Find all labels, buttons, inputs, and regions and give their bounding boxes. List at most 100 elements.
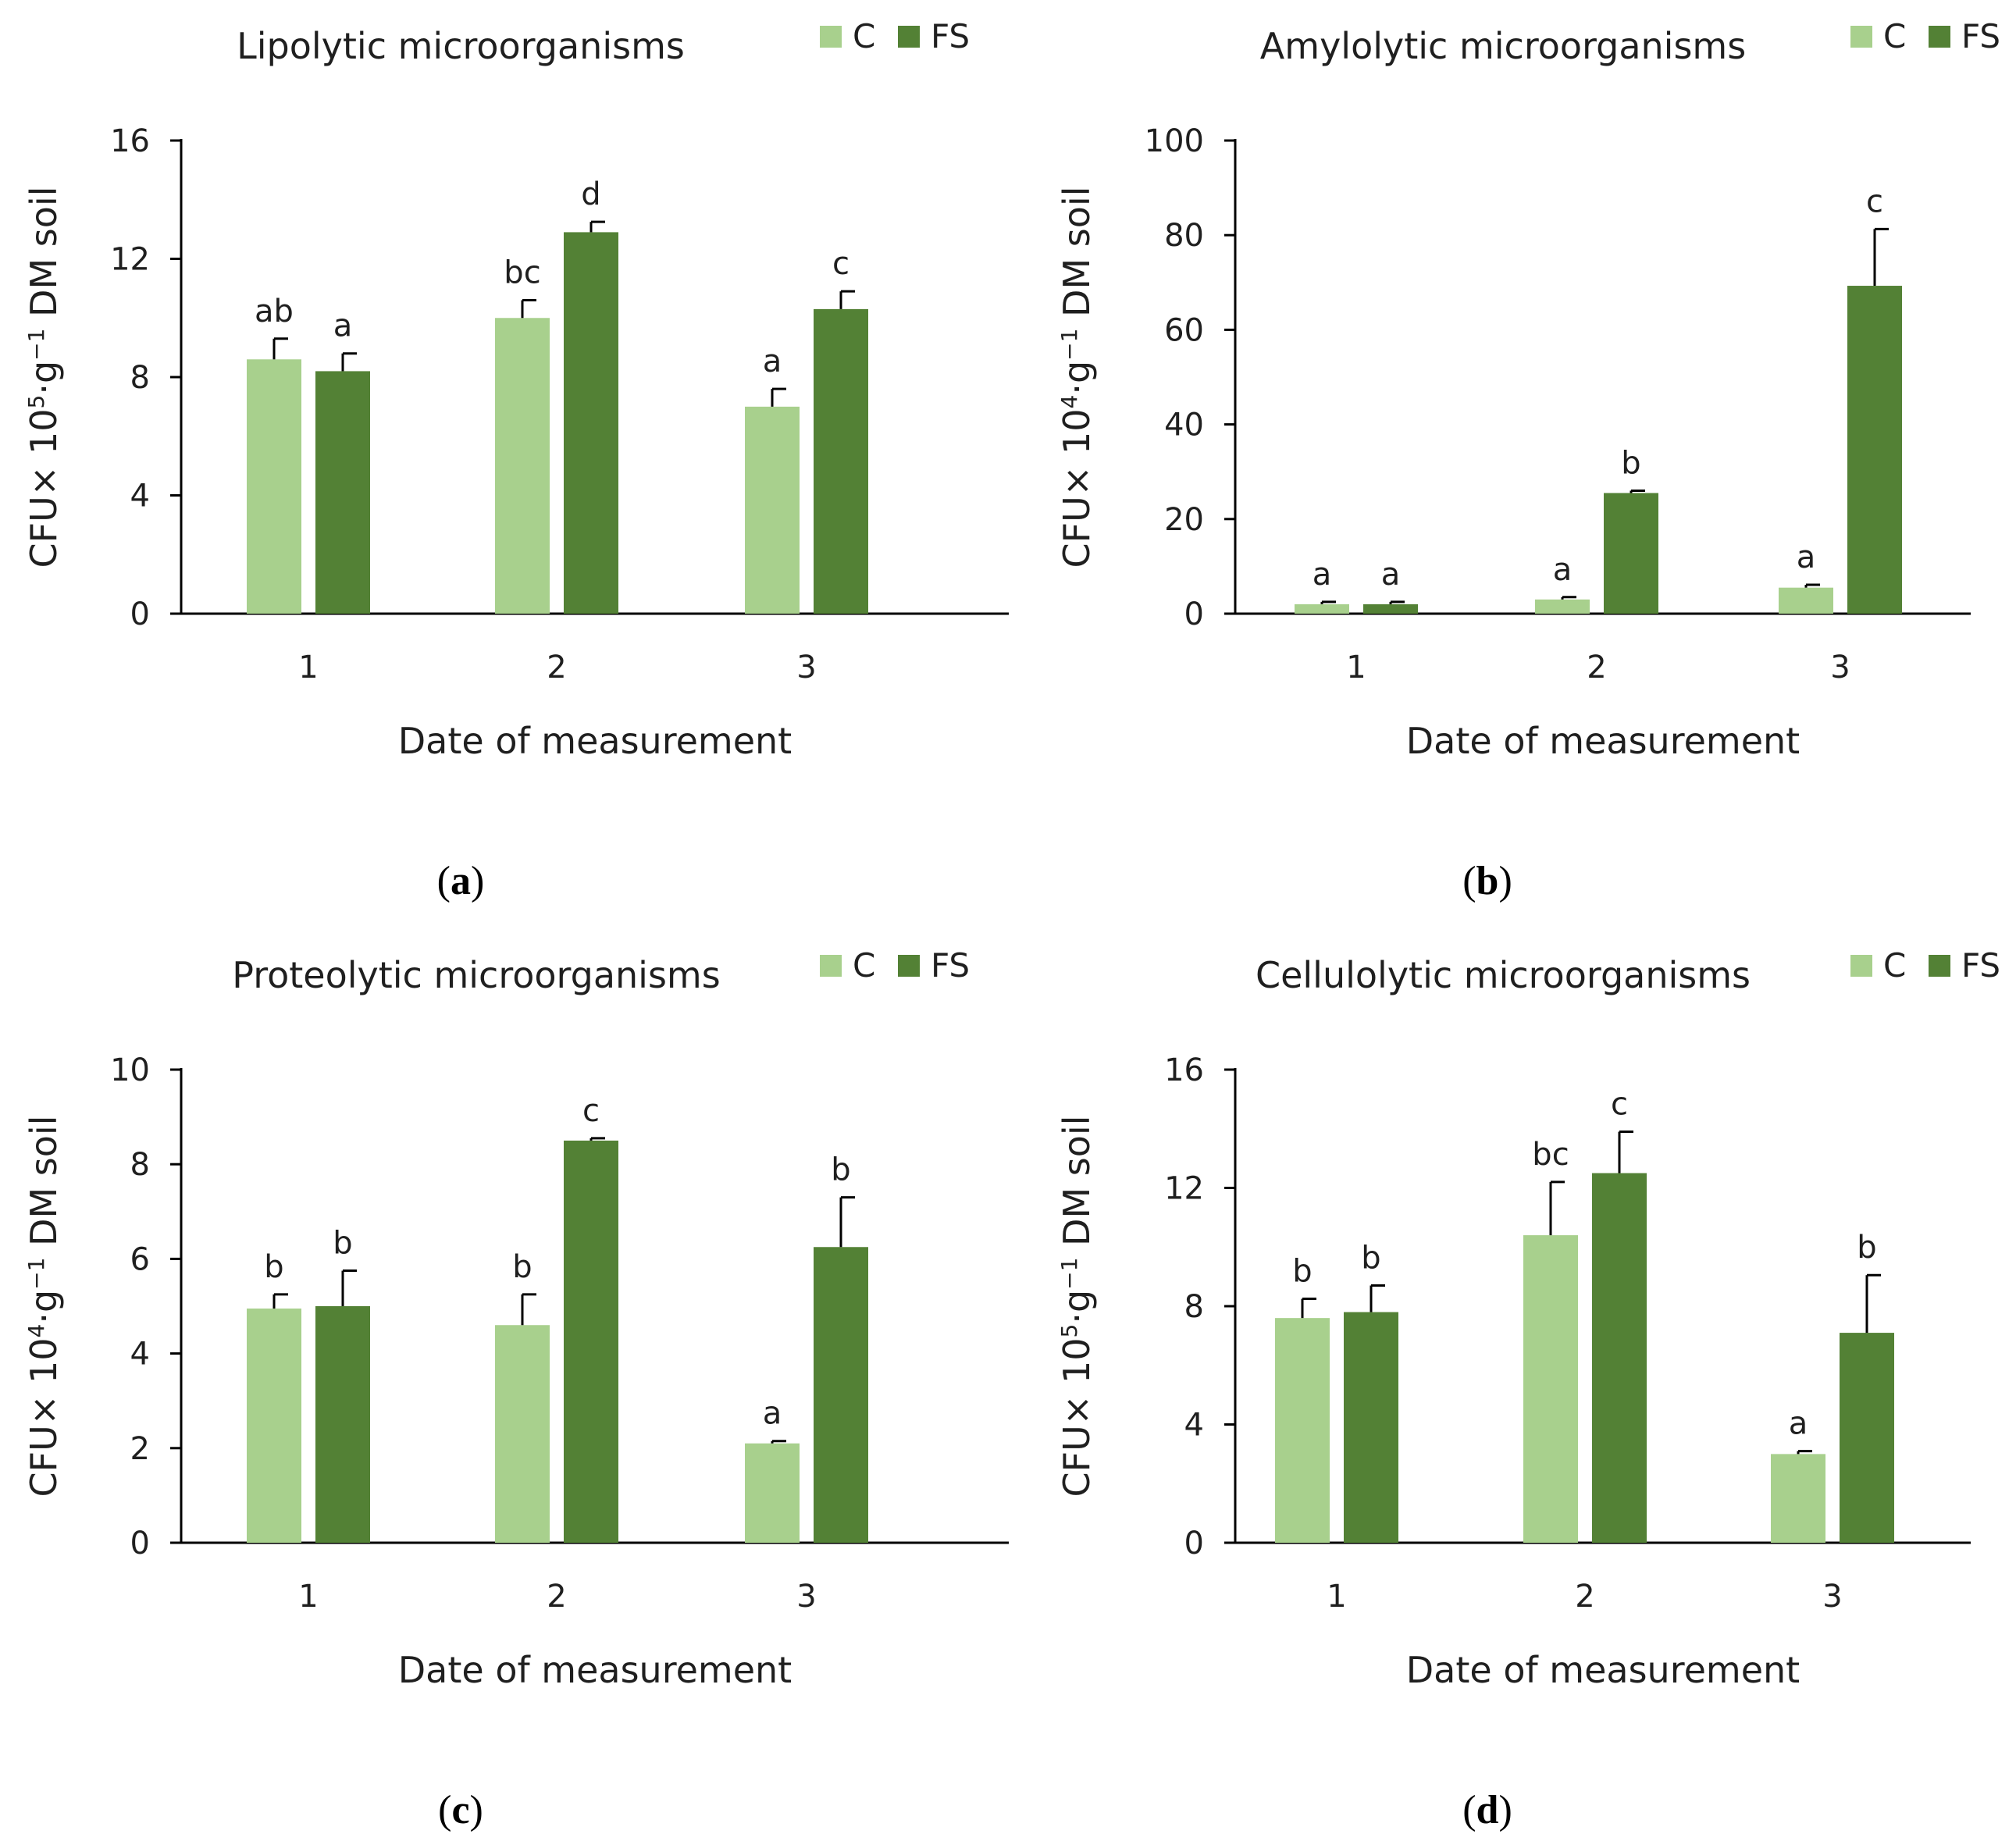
significance-letter: c: [582, 1093, 600, 1129]
bar-c-1: [247, 359, 301, 614]
bar-fs-2: [564, 232, 618, 614]
legend-label-fs: FS: [1961, 946, 2000, 985]
chart-title: Proteolytic microorganisms: [232, 954, 720, 996]
significance-letter: a: [1797, 539, 1816, 575]
y-tick-label: 8: [1184, 1289, 1204, 1325]
bar-c-1: [1275, 1318, 1330, 1543]
y-tick-label: 2: [130, 1431, 150, 1467]
y-tick-label: 0: [1184, 1526, 1204, 1561]
bar-fs-3: [1840, 1333, 1894, 1543]
y-tick-label: 4: [130, 479, 150, 515]
bar-fs-3: [1847, 286, 1902, 614]
legend-swatch-fs: [898, 26, 920, 48]
significance-letter: b: [1621, 445, 1640, 481]
chart-title: Lipolytic microorganisms: [237, 25, 685, 67]
legend-swatch-c: [1850, 955, 1872, 977]
bar-c-2: [1523, 1235, 1578, 1543]
bar-c-3: [1771, 1454, 1825, 1543]
bar-c-1: [1295, 604, 1349, 614]
y-tick-label: 40: [1164, 408, 1204, 443]
legend-label-c: C: [1883, 17, 1906, 55]
x-axis-label: Date of measurement: [1406, 720, 1800, 762]
y-tick-label: 16: [1164, 1052, 1204, 1088]
legend-swatch-fs: [898, 955, 920, 977]
bar-fs-3: [814, 308, 868, 614]
y-tick-label: 0: [1184, 596, 1204, 632]
y-tick-label: 8: [130, 1147, 150, 1183]
legend-label-fs: FS: [931, 17, 970, 55]
bar-c-1: [247, 1309, 301, 1543]
x-tick-label: 1: [1327, 1579, 1346, 1615]
significance-letter: d: [581, 176, 600, 212]
significance-letter: bc: [1532, 1137, 1569, 1173]
y-tick-label: 10: [110, 1052, 150, 1088]
y-tick-label: 4: [1184, 1408, 1204, 1444]
significance-letter: bc: [504, 255, 540, 291]
significance-letter: a: [1553, 552, 1573, 588]
chart-title: Amylolytic microorganisms: [1260, 25, 1746, 67]
y-tick-label: 4: [130, 1337, 150, 1373]
significance-letter: b: [1857, 1230, 1876, 1266]
bar-fs-1: [315, 371, 370, 614]
bar-c-2: [1535, 599, 1590, 614]
x-tick-label: 2: [1575, 1579, 1594, 1615]
significance-letter: b: [512, 1249, 532, 1285]
bar-fs-3: [814, 1247, 868, 1543]
x-tick-label: 1: [298, 1579, 318, 1615]
legend-label-c: C: [1883, 946, 1906, 985]
y-tick-label: 6: [130, 1241, 150, 1277]
y-tick-label: 60: [1164, 312, 1204, 348]
x-tick-label: 2: [1587, 650, 1606, 685]
chart-title: Cellulolytic microorganisms: [1256, 954, 1751, 996]
bar-fs-1: [1363, 604, 1418, 614]
panel-b: Amylolytic microorganisms C FS 0 20 40 60 80 100…: [1056, 17, 2000, 903]
panel-label: (b): [1462, 859, 1512, 903]
significance-letter: b: [1361, 1240, 1380, 1276]
y-tick-label: 8: [130, 360, 150, 396]
x-tick-label: 2: [547, 650, 566, 685]
bar-fs-2: [1592, 1173, 1647, 1543]
significance-letter: c: [1611, 1087, 1628, 1123]
panel-label: (a): [437, 859, 485, 903]
significance-letter: a: [333, 308, 353, 344]
significance-letter: c: [832, 246, 849, 282]
y-tick-label: 0: [130, 1526, 150, 1561]
legend-label-c: C: [853, 946, 875, 985]
legend-swatch-c: [820, 26, 842, 48]
x-tick-label: 3: [796, 1579, 816, 1615]
significance-letter: c: [1866, 183, 1883, 219]
y-tick-label: 80: [1164, 218, 1204, 254]
bar-fs-1: [315, 1306, 370, 1543]
y-tick-label: 20: [1164, 502, 1204, 538]
significance-letter: a: [763, 344, 782, 379]
legend-label-fs: FS: [931, 946, 970, 985]
bar-c-2: [495, 318, 550, 614]
legend-swatch-c: [1850, 26, 1872, 48]
legend-label-c: C: [853, 17, 875, 55]
y-tick-label: 0: [130, 596, 150, 632]
x-tick-label: 2: [547, 1579, 566, 1615]
bar-c-3: [1779, 587, 1833, 614]
significance-letter: a: [1313, 557, 1332, 593]
x-tick-label: 1: [1346, 650, 1366, 685]
y-axis-label: CFU× 105·g−1 DM soil: [1056, 1116, 1098, 1497]
bar-c-3: [745, 406, 800, 614]
x-axis-label: Date of measurement: [1406, 1649, 1800, 1691]
legend-swatch-fs: [1929, 955, 1950, 977]
significance-letter: b: [264, 1249, 283, 1285]
panel-c: Proteolytic microorganisms C FS 0 2 4 6 8 10 CFU×…: [23, 946, 1009, 1832]
legend-label-fs: FS: [1961, 17, 2000, 55]
legend-swatch-fs: [1929, 26, 1950, 48]
bar-fs-2: [1604, 493, 1658, 614]
y-axis-label: CFU× 104·g−1 DM soil: [1056, 187, 1098, 568]
y-axis-label: CFU× 104·g−1 DM soil: [23, 1116, 65, 1497]
x-tick-label: 3: [1830, 650, 1850, 685]
bar-fs-1: [1344, 1312, 1398, 1543]
significance-letter: a: [763, 1396, 782, 1432]
significance-letter: ab: [255, 294, 294, 329]
bar-fs-2: [564, 1140, 618, 1543]
x-tick-label: 1: [298, 650, 318, 685]
bar-c-3: [745, 1443, 800, 1543]
